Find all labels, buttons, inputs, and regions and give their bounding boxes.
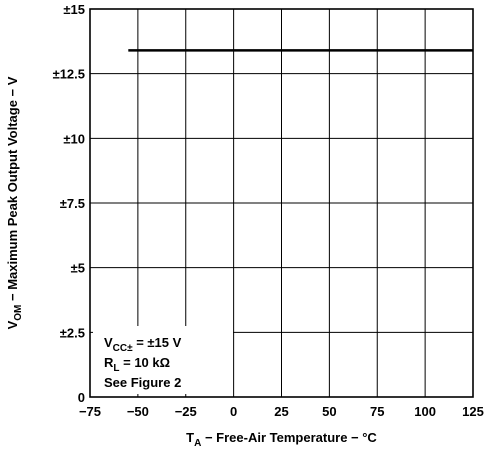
x-tick-label: −50 — [127, 404, 149, 419]
y-axis-label-main: V — [5, 320, 20, 329]
y-tick-label: ±2.5 — [60, 325, 85, 340]
x-axis-label-sub: A — [194, 438, 201, 449]
annotation-rl: RL = 10 kΩ — [104, 355, 170, 374]
x-axis-label-rest: − Free-Air Temperature − °C — [201, 430, 377, 445]
x-axis-label: TA − Free-Air Temperature − °C — [186, 430, 377, 449]
y-axis-label-rest: − Maximum Peak Output Voltage − V — [5, 76, 20, 304]
x-tick-label: 125 — [462, 404, 484, 419]
annotation-rl-sub: L — [113, 363, 119, 374]
x-tick-label: 25 — [274, 404, 288, 419]
y-tick-label: ±12.5 — [53, 67, 85, 82]
x-tick-label: 75 — [370, 404, 384, 419]
grid — [90, 9, 473, 397]
x-axis-label-main: T — [186, 430, 194, 445]
x-tick-label: 100 — [414, 404, 436, 419]
annotation-vcc-main: V — [104, 335, 113, 350]
annotation-rl-main: R — [104, 355, 114, 370]
plot-frame — [89, 8, 474, 398]
annotation-rl-rest: = 10 kΩ — [120, 355, 171, 370]
annotation-vcc: VCC± = ±15 V — [104, 335, 182, 354]
y-tick-label: ±5 — [71, 261, 85, 276]
x-tick-label: −75 — [79, 404, 101, 419]
annotation-vcc-rest: = ±15 V — [133, 335, 182, 350]
x-tick-label: 50 — [322, 404, 336, 419]
x-tick-label: 0 — [230, 404, 237, 419]
y-tick-label: ±7.5 — [60, 196, 85, 211]
annotation-figure-ref: See Figure 2 — [104, 375, 181, 390]
y-tick-labels: 0 ±2.5 ±5 ±7.5 ±10 ±12.5 ±15 — [53, 2, 85, 405]
x-tick-labels: −75 −50 −25 0 25 50 75 100 125 — [79, 404, 484, 419]
x-tick-label: −25 — [175, 404, 197, 419]
annotation-vcc-sub: CC± — [113, 343, 133, 354]
annotation-box — [93, 326, 233, 394]
y-axis-label: VOM − Maximum Peak Output Voltage − V — [5, 76, 24, 329]
y-axis-label-sub: OM — [13, 305, 24, 321]
y-tick-label: ±10 — [63, 131, 85, 146]
y-tick-label: ±15 — [63, 2, 85, 17]
y-tick-label: 0 — [78, 390, 85, 405]
